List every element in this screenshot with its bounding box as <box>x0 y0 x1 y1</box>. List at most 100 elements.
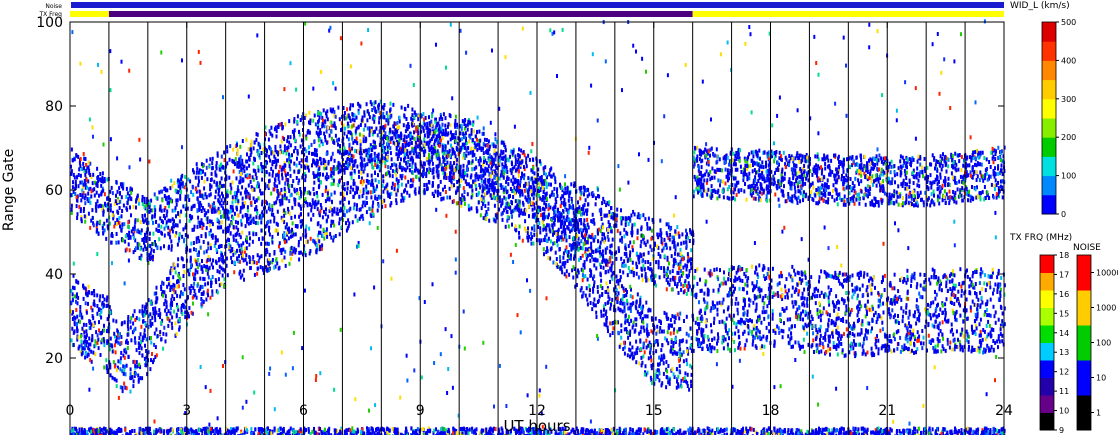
data-point <box>276 261 279 266</box>
data-point <box>229 209 232 214</box>
data-point <box>345 228 348 233</box>
data-point <box>200 302 203 307</box>
data-point <box>389 203 392 208</box>
data-point <box>280 198 283 203</box>
data-point <box>134 371 137 376</box>
data-point <box>755 295 758 300</box>
data-point <box>861 319 864 324</box>
data-point <box>901 314 904 319</box>
data-point <box>407 122 410 127</box>
data-point <box>352 103 354 108</box>
data-point <box>433 142 436 147</box>
data-point <box>96 333 99 338</box>
data-point <box>298 257 301 262</box>
data-point <box>145 305 147 310</box>
data-point <box>897 296 900 301</box>
data-point <box>605 316 608 320</box>
data-point <box>300 212 302 217</box>
data-point <box>641 306 644 311</box>
data-point <box>841 350 844 355</box>
data-point <box>753 294 756 299</box>
data-point <box>802 301 805 305</box>
data-point <box>902 279 905 284</box>
data-point <box>309 202 312 207</box>
data-point <box>1003 306 1006 311</box>
data-point <box>388 195 391 199</box>
data-point <box>918 318 921 323</box>
data-point <box>807 342 810 347</box>
data-point <box>533 202 536 207</box>
data-point <box>431 112 434 116</box>
data-point <box>327 214 330 219</box>
data-point <box>528 234 530 239</box>
data-point <box>599 262 602 267</box>
data-point <box>888 339 891 344</box>
data-point <box>319 209 322 214</box>
data-point <box>600 278 603 283</box>
data-point <box>175 314 178 319</box>
data-point <box>454 136 457 141</box>
data-point <box>238 248 241 253</box>
data-point <box>330 223 333 228</box>
data-point <box>158 308 161 313</box>
data-point <box>181 234 184 239</box>
data-point <box>417 135 420 140</box>
data-point <box>290 215 293 220</box>
data-point <box>632 273 635 278</box>
data-point <box>164 294 167 299</box>
data-point <box>957 345 959 349</box>
data-point <box>307 168 310 173</box>
data-point <box>552 260 555 265</box>
data-point <box>381 204 384 209</box>
data-point <box>304 197 307 202</box>
data-point <box>892 315 895 320</box>
data-point <box>953 286 956 291</box>
data-point <box>123 348 126 353</box>
data-point <box>971 274 974 279</box>
data-point <box>866 293 869 298</box>
data-point <box>737 265 740 270</box>
backscatter-data <box>70 19 1006 435</box>
data-point <box>215 173 218 178</box>
data-point <box>138 336 141 341</box>
data-point <box>686 380 689 385</box>
data-point <box>177 184 180 189</box>
data-point <box>780 274 783 279</box>
data-point <box>163 302 166 307</box>
data-point <box>300 158 303 163</box>
data-point <box>728 293 731 298</box>
data-point <box>211 275 214 279</box>
data-point <box>693 293 696 298</box>
data-point <box>858 287 861 292</box>
data-point <box>200 175 203 180</box>
data-point <box>726 331 729 336</box>
data-point <box>994 282 997 287</box>
data-point <box>449 171 451 176</box>
data-point <box>1002 324 1005 329</box>
data-point <box>797 305 800 310</box>
data-point <box>961 281 964 286</box>
data-point <box>439 129 442 134</box>
data-point <box>504 196 507 201</box>
data-point <box>486 143 489 148</box>
data-point <box>456 165 459 170</box>
data-point <box>545 181 548 186</box>
data-point <box>501 198 504 203</box>
data-point <box>181 312 184 316</box>
data-point <box>754 326 757 331</box>
data-point <box>141 308 144 313</box>
data-point <box>398 165 401 169</box>
data-point <box>836 316 839 321</box>
data-point <box>678 364 681 369</box>
data-point <box>240 222 243 227</box>
data-point <box>945 274 948 279</box>
data-point <box>383 186 386 191</box>
data-point <box>559 255 561 260</box>
data-point <box>169 288 172 292</box>
data-point <box>475 157 477 161</box>
data-point <box>919 283 922 288</box>
data-point <box>244 257 247 262</box>
data-point <box>770 285 773 290</box>
data-point <box>338 232 341 237</box>
data-point <box>165 312 168 317</box>
